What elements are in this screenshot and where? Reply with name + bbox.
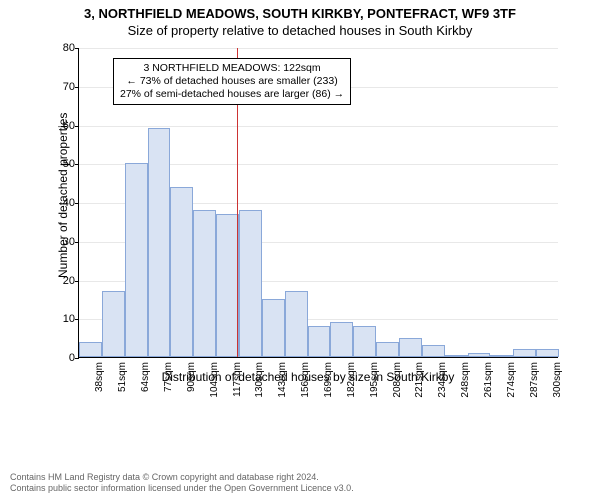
histogram-bar <box>170 187 193 358</box>
ytick-label: 60 <box>51 120 75 132</box>
y-axis-label: Number of detached properties <box>56 113 70 278</box>
ytick-mark <box>75 203 79 204</box>
histogram-bar <box>308 326 331 357</box>
histogram-bar <box>79 342 102 358</box>
chart-title-address: 3, NORTHFIELD MEADOWS, SOUTH KIRKBY, PON… <box>0 6 600 21</box>
gridline <box>79 48 558 49</box>
ytick-label: 40 <box>51 197 75 209</box>
chart-subtitle: Size of property relative to detached ho… <box>0 23 600 38</box>
ytick-label: 10 <box>51 313 75 325</box>
histogram-bar <box>353 326 376 357</box>
histogram-bar <box>239 210 262 357</box>
histogram-bar <box>216 214 239 357</box>
histogram-bar <box>445 355 468 357</box>
histogram-bar <box>468 353 491 357</box>
ytick-label: 30 <box>51 236 75 248</box>
footer-line2: Contains public sector information licen… <box>10 483 354 494</box>
ytick-mark <box>75 164 79 165</box>
histogram-bar <box>536 349 559 357</box>
annotation-line3: 27% of semi-detached houses are larger (… <box>120 88 344 101</box>
histogram-bar <box>102 291 125 357</box>
histogram-bar <box>330 322 353 357</box>
histogram-bar <box>285 291 308 357</box>
ytick-mark <box>75 126 79 127</box>
annotation-box: 3 NORTHFIELD MEADOWS: 122sqm ← 73% of de… <box>113 58 351 105</box>
histogram-bar <box>513 349 536 357</box>
ytick-mark <box>75 87 79 88</box>
gridline <box>79 126 558 127</box>
ytick-mark <box>75 242 79 243</box>
plot-area: 0102030405060708038sqm51sqm64sqm77sqm90s… <box>78 48 558 358</box>
histogram-bar <box>148 128 171 357</box>
ytick-label: 0 <box>51 352 75 364</box>
ytick-label: 20 <box>51 275 75 287</box>
histogram-bar <box>125 163 148 357</box>
ytick-label: 70 <box>51 81 75 93</box>
footer-line1: Contains HM Land Registry data © Crown c… <box>10 472 354 483</box>
ytick-mark <box>75 48 79 49</box>
histogram-bar <box>422 345 445 357</box>
ytick-mark <box>75 358 79 359</box>
x-axis-label: Distribution of detached houses by size … <box>48 370 568 384</box>
histogram-bar <box>193 210 216 357</box>
ytick-label: 50 <box>51 158 75 170</box>
histogram-bar <box>399 338 422 357</box>
ytick-mark <box>75 281 79 282</box>
annotation-line1: 3 NORTHFIELD MEADOWS: 122sqm <box>120 62 344 75</box>
histogram-bar <box>490 355 513 357</box>
ytick-mark <box>75 319 79 320</box>
ytick-label: 80 <box>51 42 75 54</box>
histogram-bar <box>262 299 285 357</box>
histogram-bar <box>376 342 399 358</box>
annotation-line2: ← 73% of detached houses are smaller (23… <box>120 75 344 88</box>
chart-container: Number of detached properties 0102030405… <box>48 48 568 418</box>
